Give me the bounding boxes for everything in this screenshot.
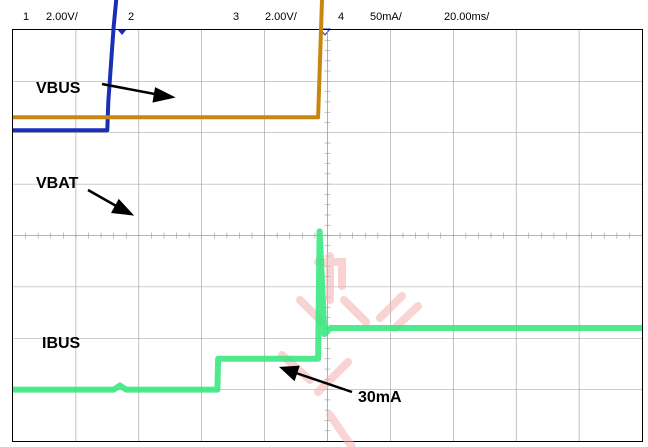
ch1-scale: 2.00V/ — [46, 11, 79, 23]
ch4-scale: 50mA/ — [370, 11, 403, 23]
30ma-arrow — [295, 371, 353, 394]
vbus-arrow — [101, 82, 161, 97]
vbat-label: VBAT — [36, 175, 79, 192]
ch1-label: 1 — [23, 11, 29, 23]
ch2-label: 2 — [128, 11, 134, 23]
30ma-label: 30mA — [358, 389, 402, 406]
series-vbat-trace — [13, 0, 325, 120]
vbus-arrowhead-icon — [152, 87, 176, 103]
vbat-arrowhead-icon — [111, 198, 135, 216]
30ma-arrowhead-icon — [278, 365, 300, 382]
timebase: 20.00ms/ — [444, 11, 490, 23]
plot-frame — [12, 29, 643, 442]
ibus-label: IBUS — [42, 335, 81, 352]
scope-header: 1 2.00V/ 2 3 2.00V/ 4 50mA/ 20.00ms/ — [23, 11, 490, 23]
vbus-label: VBUS — [36, 80, 81, 97]
watermark-stamp — [278, 252, 422, 447]
annotation-arrows — [87, 82, 353, 394]
ch4-label: 4 — [338, 11, 344, 23]
ch3-label: 3 — [233, 11, 239, 23]
graticule — [13, 30, 642, 441]
vbat-arrow — [87, 188, 119, 209]
ch3-scale: 2.00V/ — [265, 11, 298, 23]
traces — [13, 0, 642, 393]
series-ibus-trace — [13, 228, 642, 393]
ch2-position-marker-icon — [117, 29, 127, 35]
